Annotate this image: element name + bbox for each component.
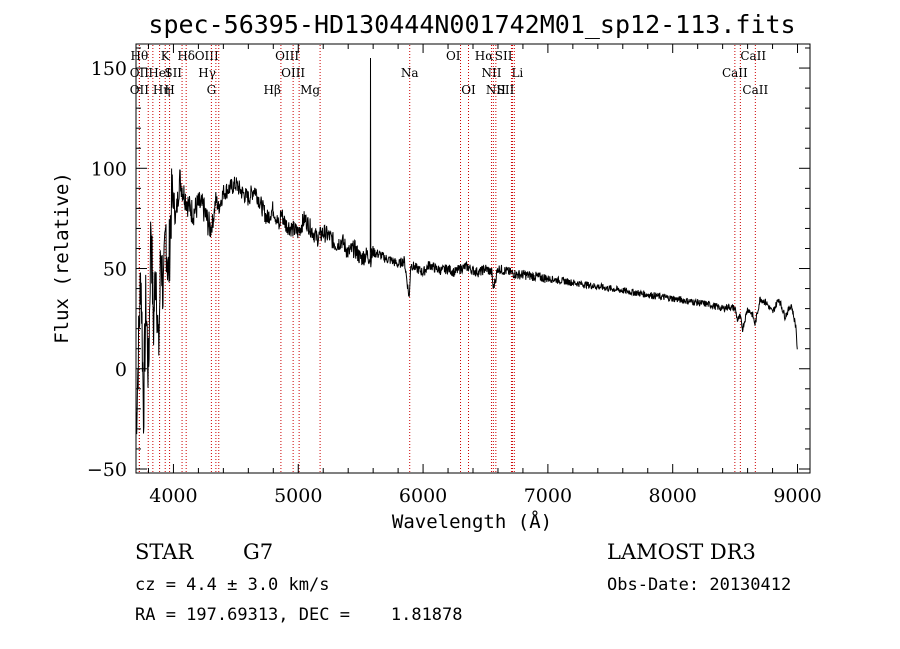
spectral-line-label-0: Hθ: [131, 49, 149, 63]
x-tick-label: 9000: [773, 485, 821, 507]
spectral-line-label-23: Li: [511, 66, 523, 80]
x-tick-label: 8000: [649, 485, 697, 507]
plot-frame: [135, 43, 811, 474]
spectral-line-label-19: Hα: [475, 49, 494, 63]
spectral-line-label-16: Na: [401, 66, 419, 80]
x-tick-label: 6000: [399, 485, 447, 507]
y-tick-label: 0: [115, 359, 127, 381]
spectral-line-label-26: CaII: [722, 66, 748, 80]
obs-date: Obs-Date: 20130412: [607, 575, 791, 595]
object-subclass: G7: [243, 540, 273, 564]
y-tick-label: −50: [87, 459, 127, 481]
y-tick-label: 100: [91, 158, 127, 180]
x-tick-label: 7000: [524, 485, 572, 507]
spectral-line-label-14: OIII: [275, 49, 299, 63]
spectral-line-label-20: NII: [481, 66, 501, 80]
spectral-line-label-15: Mg: [300, 83, 320, 97]
spectral-line-label-22: SII: [495, 49, 513, 63]
spectral-line-label-8: Hδ: [177, 49, 195, 63]
spectral-line-label-17: OI: [446, 49, 461, 63]
spectral-line-label-3: K: [161, 49, 171, 63]
spectral-line-label-11: G: [207, 83, 217, 97]
spectral-line-label-10: Hγ: [198, 66, 216, 80]
spectral-line-label-13: OIII: [281, 66, 305, 80]
y-tick-label: 50: [103, 259, 127, 281]
spectral-line-label-9: OIII: [195, 49, 219, 63]
y-tick-label: 150: [91, 58, 127, 80]
spectral-line-label-5: Hη: [153, 83, 171, 97]
spectral-line-label-25: CaII: [740, 49, 766, 63]
spectral-line-label-27: CaII: [742, 83, 768, 97]
spectral-line-label-24: SII: [497, 83, 515, 97]
ra-dec-coords: RA = 197.69313, DEC = 1.81878: [135, 605, 463, 625]
spectral-line-label-12: Hβ: [264, 83, 281, 97]
flux-series-line: [135, 57, 798, 435]
chart-title: spec-56395-HD130444N001742M01_sp12-113.f…: [148, 10, 795, 39]
x-tick-label: 4000: [149, 485, 197, 507]
spectral-line-label-6: H: [164, 83, 174, 97]
axis-ticks: [136, 44, 810, 473]
y-axis-label: Flux (relative): [51, 172, 73, 344]
x-axis-label: Wavelength (Å): [392, 510, 552, 533]
axis-tick-labels: 4000 5000 6000 7000 8000 9000 −50 0 50 100 150: [87, 58, 822, 507]
survey-name: LAMOST DR3: [607, 540, 756, 564]
spectral-line-label-18: OI: [461, 83, 476, 97]
spectral-line-label-21: NII: [486, 83, 506, 97]
spectral-line-label-4: HeI: [148, 66, 171, 80]
x-tick-label: 5000: [274, 485, 322, 507]
redshift-cz: cz = 4.4 ± 3.0 km/s: [135, 575, 329, 595]
spectral-line-label-7: SII: [164, 66, 182, 80]
spectral-line-label-2: OII: [130, 83, 150, 97]
object-class: STAR: [135, 540, 194, 564]
